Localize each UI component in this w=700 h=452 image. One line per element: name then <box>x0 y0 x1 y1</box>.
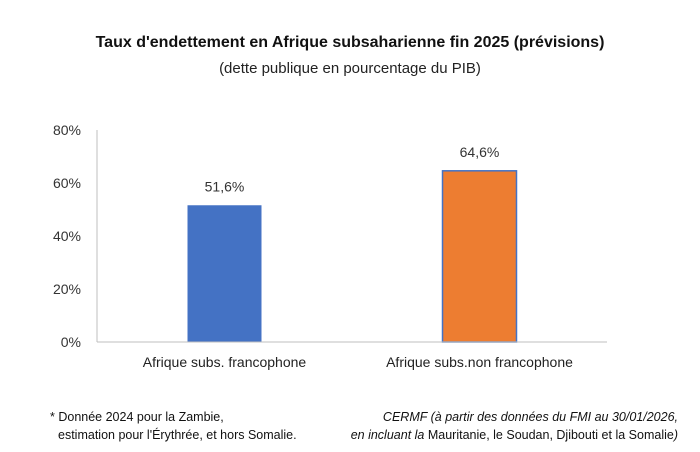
y-tick-label: 40% <box>53 228 81 244</box>
data-label: 51,6% <box>205 178 245 194</box>
source-note: CERMF (à partir des données du FMI au 30… <box>351 408 678 444</box>
chart-subtitle: (dette publique en pourcentage du PIB) <box>219 60 481 77</box>
x-tick-label: Afrique subs.non francophone <box>386 354 573 370</box>
x-tick-label: Afrique subs. francophone <box>143 354 307 370</box>
y-tick-label: 20% <box>53 281 81 297</box>
footnote-left: * Donnée 2024 pour la Zambie, estimation… <box>50 408 297 444</box>
y-tick-label: 0% <box>61 334 81 350</box>
source-line: CERMF (à partir des données du FMI au 30… <box>382 410 678 424</box>
source-text: Mauritanie, le Soudan, Djibouti et la So… <box>424 428 674 442</box>
y-tick-label: 80% <box>53 122 81 138</box>
y-tick-label: 60% <box>53 175 81 191</box>
source-italic: en incluant la <box>350 428 425 442</box>
data-label: 64,6% <box>460 144 500 160</box>
bar <box>187 205 262 342</box>
footnote-line: * Donnée 2024 pour la Zambie, <box>50 410 224 424</box>
bar <box>441 170 518 343</box>
chart-title: Taux d'endettement en Afrique subsaharie… <box>95 34 605 51</box>
source-end: ) <box>673 428 678 442</box>
footnote-line: estimation pour l'Érythrée, et hors Soma… <box>58 428 297 442</box>
